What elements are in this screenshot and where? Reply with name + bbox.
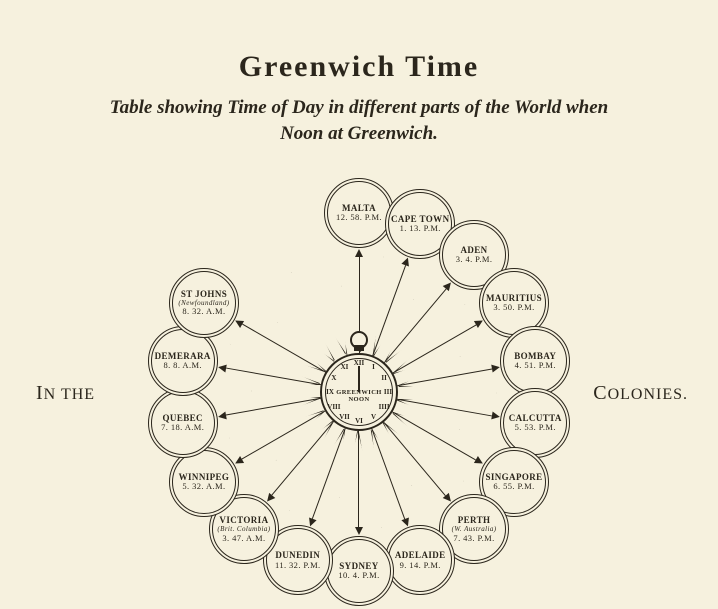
side-left-rest: N THE [44, 386, 95, 403]
watch-numeral: V [371, 413, 376, 421]
city-time: 7. 18. A.M. [152, 423, 214, 433]
arrow-head-icon [355, 249, 363, 257]
city-time: 6. 55. P.M. [483, 482, 545, 492]
city-node-text: MALTA12. 58. P.M. [328, 203, 390, 223]
city-node-text: ST JOHNS(Newfoundland)8. 32. A.M. [173, 288, 235, 316]
city-time: 3. 47. A.M. [213, 533, 275, 543]
page-title: Greenwich Time [0, 50, 718, 84]
city-time: 5. 32. A.M. [173, 482, 235, 492]
city-time: 12. 58. P.M. [328, 213, 390, 223]
arrow-head-icon [355, 527, 363, 535]
city-name: ST JOHNS [173, 288, 235, 298]
city-time: 8. 8. A.M. [152, 361, 214, 371]
city-node: SYDNEY10. 4. P.M. [324, 536, 394, 606]
arrow-head-icon [217, 412, 226, 421]
watch-minute-hand [358, 366, 360, 392]
side-label-left: IN THE [36, 382, 95, 405]
watch-crown [354, 345, 364, 351]
city-node-text: SINGAPORE6. 55. P.M. [483, 471, 545, 491]
city-node-text: ADEN3. 4. P.M. [443, 245, 505, 265]
pocket-watch: XIIIIIIIIIIIIVVIVIIVIIIIXXXI GREENWICH N… [320, 353, 398, 431]
watch-label: GREENWICH NOON [336, 391, 382, 405]
city-node-text: MAURITIUS3. 50. P.M. [483, 292, 545, 312]
watch-numeral: VII [339, 413, 350, 421]
city-time: 4. 51. P.M. [504, 361, 566, 371]
city-time: 3. 4. P.M. [443, 255, 505, 265]
city-time: 5. 53. P.M. [504, 423, 566, 433]
side-right-rest: OLONIES. [608, 386, 688, 403]
city-time: 10. 4. P.M. [328, 571, 390, 581]
city-node: BOMBAY4. 51. P.M. [500, 326, 570, 396]
city-node-text: DEMERARA8. 8. A.M. [152, 351, 214, 371]
city-node: MALTA12. 58. P.M. [324, 178, 394, 248]
city-time: 3. 50. P.M. [483, 303, 545, 313]
city-time: 9. 14. P.M. [389, 560, 451, 570]
city-node-text: BOMBAY4. 51. P.M. [504, 351, 566, 371]
city-time: 8. 32. A.M. [173, 307, 235, 317]
city-node-text: QUEBEC7. 18. A.M. [152, 413, 214, 433]
watch-numeral: XI [341, 363, 349, 371]
watch-numeral: II [381, 374, 386, 382]
city-node-text: WINNIPEG5. 32. A.M. [173, 471, 235, 491]
side-left-initial: I [36, 382, 44, 404]
side-label-right: COLONIES. [593, 382, 688, 405]
city-node-text: VICTORIA(Brit. Columbia)3. 47. A.M. [213, 515, 275, 543]
arrow-line [359, 430, 360, 527]
watch-label-line2: NOON [348, 396, 369, 403]
sun-ray-shape [251, 384, 323, 398]
watch-numeral: VI [355, 417, 363, 425]
arrow-head-icon [491, 412, 500, 421]
city-node-text: CALCUTTA5. 53. P.M. [504, 413, 566, 433]
city-node-text: SYDNEY10. 4. P.M. [328, 561, 390, 581]
sun-ray-shape [395, 386, 497, 400]
side-right-initial: C [593, 382, 607, 404]
subtitle: Table showing Time of Day in different p… [20, 95, 698, 146]
watch-numeral: X [331, 374, 336, 382]
city-name: PERTH [443, 515, 505, 525]
arrow-head-icon [491, 363, 500, 372]
subtitle-line-2: Noon at Greenwich. [280, 123, 438, 144]
page: Greenwich Time Table showing Time of Day… [0, 0, 718, 609]
city-node: ST JOHNS(Newfoundland)8. 32. A.M. [169, 268, 239, 338]
city-node: QUEBEC7. 18. A.M. [148, 388, 218, 458]
watch-numeral: IX [326, 388, 334, 396]
city-node: ADELAIDE9. 14. P.M. [385, 525, 455, 595]
arrow-head-icon [217, 363, 226, 372]
subtitle-line-1: Table showing Time of Day in different p… [110, 97, 608, 118]
watch-numeral: I [372, 363, 375, 371]
watch-numeral: III [384, 388, 392, 396]
city-node-text: ADELAIDE9. 14. P.M. [389, 550, 451, 570]
city-name: VICTORIA [213, 515, 275, 525]
